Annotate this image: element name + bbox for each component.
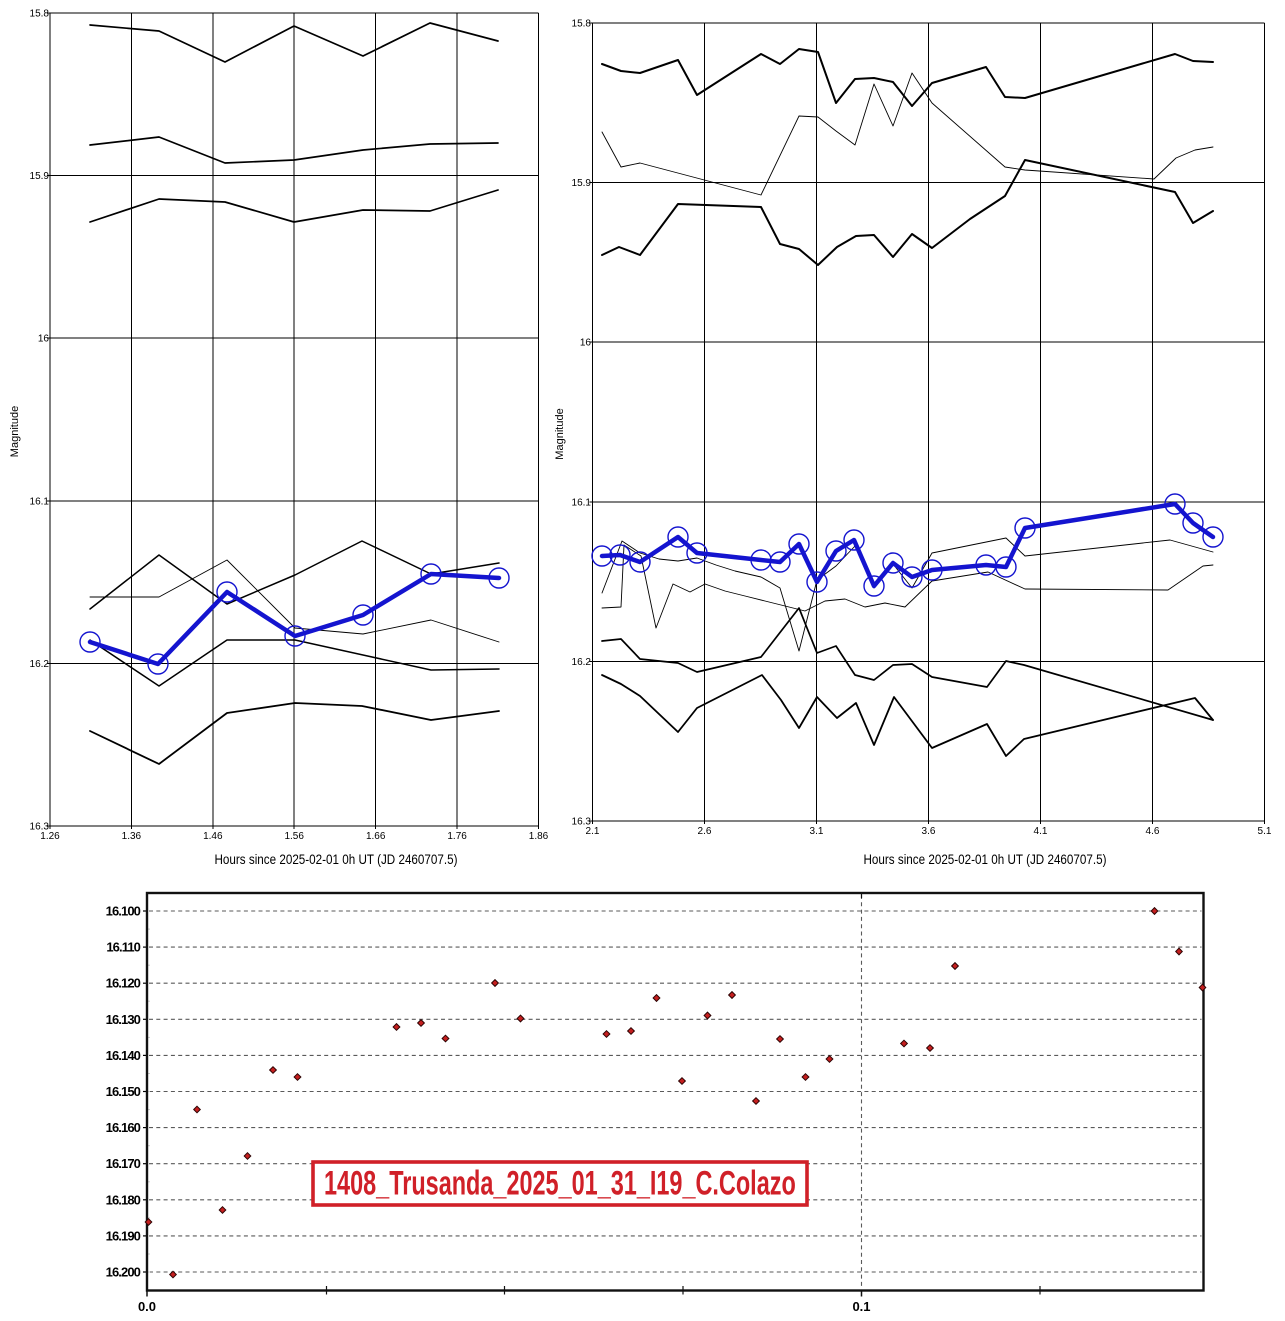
- svg-text:1408_Trusanda_2025_01_31_I19_C: 1408_Trusanda_2025_01_31_I19_C.Colazo: [324, 1165, 796, 1202]
- svg-text:3.1: 3.1: [810, 826, 824, 837]
- svg-text:Magnitude: Magnitude: [9, 406, 21, 457]
- svg-text:3.6: 3.6: [922, 826, 936, 837]
- svg-text:16.110: 16.110: [106, 940, 140, 955]
- svg-text:Hours since 2025-02-01 0h UT (: Hours since 2025-02-01 0h UT (JD 2460707…: [215, 851, 458, 867]
- svg-text:16.100: 16.100: [106, 904, 141, 919]
- svg-text:1.36: 1.36: [122, 831, 142, 842]
- svg-text:15.8: 15.8: [30, 9, 50, 20]
- svg-text:4.6: 4.6: [1146, 826, 1160, 837]
- svg-text:16: 16: [580, 338, 592, 349]
- svg-text:16: 16: [38, 334, 50, 345]
- svg-text:4.1: 4.1: [1034, 826, 1048, 837]
- svg-text:15.9: 15.9: [30, 171, 50, 182]
- svg-text:0.1: 0.1: [852, 1299, 870, 1314]
- svg-text:16.160: 16.160: [106, 1120, 141, 1135]
- svg-text:16.130: 16.130: [106, 1012, 141, 1027]
- svg-text:16.140: 16.140: [106, 1048, 141, 1063]
- svg-text:15.9: 15.9: [572, 178, 592, 189]
- svg-text:16.3: 16.3: [572, 817, 592, 828]
- svg-text:1.46: 1.46: [203, 831, 223, 842]
- svg-text:Hours since 2025-02-01 0h UT (: Hours since 2025-02-01 0h UT (JD 2460707…: [864, 851, 1107, 867]
- svg-text:16.190: 16.190: [106, 1228, 141, 1243]
- svg-text:1.56: 1.56: [284, 831, 304, 842]
- svg-text:16.120: 16.120: [106, 976, 141, 991]
- svg-text:16.2: 16.2: [572, 657, 592, 668]
- svg-text:1.86: 1.86: [529, 831, 549, 842]
- svg-text:2.1: 2.1: [586, 826, 600, 837]
- svg-text:16.1: 16.1: [572, 497, 592, 508]
- svg-text:16.1: 16.1: [30, 496, 50, 507]
- svg-text:1.66: 1.66: [366, 831, 386, 842]
- svg-text:16.170: 16.170: [106, 1156, 141, 1171]
- svg-text:15.8: 15.8: [572, 19, 592, 30]
- svg-text:16.3: 16.3: [30, 822, 50, 833]
- svg-text:0.0: 0.0: [138, 1299, 156, 1314]
- svg-text:Magnitude: Magnitude: [554, 408, 566, 459]
- svg-text:16.200: 16.200: [106, 1265, 141, 1280]
- svg-text:5.1: 5.1: [1258, 826, 1272, 837]
- svg-text:1.76: 1.76: [447, 831, 467, 842]
- svg-text:1.26: 1.26: [40, 831, 60, 842]
- svg-text:16.2: 16.2: [30, 659, 50, 670]
- svg-text:2.6: 2.6: [698, 826, 712, 837]
- svg-text:16.150: 16.150: [106, 1084, 141, 1099]
- svg-text:16.180: 16.180: [106, 1192, 141, 1207]
